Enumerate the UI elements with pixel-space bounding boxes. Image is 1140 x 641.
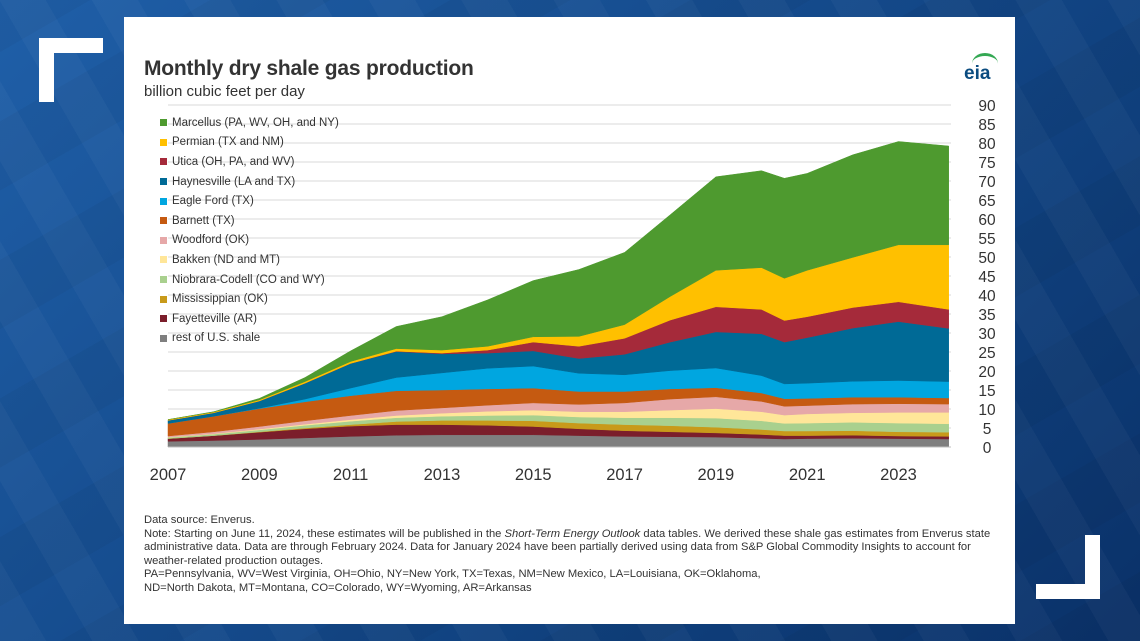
legend-label: Marcellus (PA, WV, OH, and NY) — [172, 116, 339, 129]
area-marcellus-11 — [167, 141, 949, 420]
legend-item: Utica (OH, PA, and WV) — [160, 152, 339, 172]
note-italic: Short-Term Energy Outlook — [504, 527, 641, 540]
chart-subtitle: billion cubic feet per day — [144, 83, 305, 100]
legend-swatch — [160, 236, 167, 244]
legend-item: Niobrara-Codell (CO and WY) — [160, 270, 339, 290]
legend-label: Eagle Ford (TX) — [172, 195, 254, 208]
eia-logo: eia — [964, 63, 991, 84]
x-tick-label: 2015 — [515, 466, 552, 484]
chart-title: Monthly dry shale gas production — [144, 57, 474, 80]
legend-label: Bakken (ND and MT) — [172, 253, 281, 266]
y-tick-label: 20 — [978, 364, 996, 381]
legend-label: Utica (OH, PA, and WV) — [172, 155, 295, 168]
legend-label: Haynesville (LA and TX) — [172, 175, 296, 188]
legend-label: Barnett (TX) — [172, 214, 235, 227]
legend-swatch — [160, 315, 167, 323]
legend-swatch — [160, 138, 167, 146]
y-tick-label: 35 — [978, 307, 995, 324]
y-tick-label: 50 — [978, 250, 996, 267]
eia-logo-arc — [972, 53, 998, 74]
legend-item: rest of U.S. shale — [160, 329, 339, 349]
y-tick-label: 15 — [978, 383, 995, 400]
x-tick-label: 2009 — [241, 466, 278, 484]
legend-swatch — [160, 256, 167, 264]
stacked-area-chart: 0 5 10 15 20 25 30 35 40 45 50 55 60 65 70 75 80 85 90 2007… — [150, 98, 996, 484]
legend-label: Niobrara-Codell (CO and WY) — [172, 273, 325, 286]
legend-label: Woodford (OK) — [172, 234, 250, 247]
y-tick-label: 55 — [978, 231, 995, 248]
legend-swatch — [160, 276, 167, 284]
legend-item: Bakken (ND and MT) — [160, 250, 339, 270]
y-tick-label: 80 — [978, 136, 996, 153]
legend-item: Mississippian (OK) — [160, 289, 339, 309]
legend-swatch — [160, 197, 167, 205]
note-suffix: data tables. We derived these shale gas … — [144, 527, 991, 567]
legend-swatch — [160, 119, 167, 127]
y-tick-label: 75 — [978, 155, 995, 172]
y-tick-label: 60 — [978, 212, 996, 229]
x-tick-label: 2007 — [150, 466, 187, 484]
chart-card: Monthly dry shale gas production billion… — [124, 17, 1015, 624]
y-tick-label: 85 — [978, 117, 995, 134]
x-tick-label: 2013 — [424, 466, 461, 484]
abbreviations-line-1: PA=Pennsylvania, WV=West Virginia, OH=Oh… — [144, 568, 761, 581]
chart-legend: Marcellus (PA, WV, OH, and NY) Permian (T… — [160, 113, 339, 348]
legend-item: Fayetteville (AR) — [160, 309, 339, 329]
legend-label: Permian (TX and NM) — [172, 136, 284, 149]
x-tick-label: 2023 — [880, 466, 917, 484]
abbreviations-line-2: ND=North Dakota, MT=Montana, CO=Colorado… — [144, 581, 532, 594]
y-tick-label: 40 — [978, 288, 996, 305]
x-tick-label: 2021 — [789, 466, 826, 484]
note-prefix: Note: Starting on June 11, 2024, these e… — [144, 527, 505, 540]
methodology-note: Note: Starting on June 11, 2024, these e… — [144, 528, 1004, 569]
x-tick-label: 2019 — [698, 466, 735, 484]
legend-swatch — [160, 334, 167, 342]
legend-swatch — [160, 178, 167, 186]
legend-label: Fayetteville (AR) — [172, 312, 257, 325]
legend-item: Permian (TX and NM) — [160, 133, 339, 153]
y-tick-label: 45 — [978, 269, 995, 286]
legend-item: Haynesville (LA and TX) — [160, 172, 339, 192]
y-tick-label: 65 — [978, 193, 995, 210]
y-tick-label: 0 — [983, 440, 992, 457]
x-tick-label: 2017 — [606, 466, 643, 484]
legend-label: rest of U.S. shale — [172, 332, 261, 345]
legend-swatch — [160, 217, 167, 225]
legend-swatch — [160, 295, 167, 303]
legend-swatch — [160, 158, 167, 166]
legend-item: Eagle Ford (TX) — [160, 191, 339, 211]
legend-item: Marcellus (PA, WV, OH, and NY) — [160, 113, 339, 133]
legend-item: Barnett (TX) — [160, 211, 339, 231]
y-tick-label: 5 — [983, 421, 992, 438]
y-tick-label: 10 — [978, 402, 996, 419]
legend-label: Mississippian (OK) — [172, 293, 268, 306]
y-tick-label: 25 — [978, 345, 995, 362]
y-tick-label: 70 — [978, 174, 996, 191]
y-tick-label: 30 — [978, 326, 996, 343]
data-source-note: Data source: Enverus. — [144, 514, 255, 526]
chart-notes: Data source: Enverus. Note: Starting on … — [144, 514, 1004, 596]
x-tick-label: 2011 — [333, 466, 368, 484]
y-tick-label: 90 — [978, 98, 996, 115]
legend-item: Woodford (OK) — [160, 231, 339, 251]
